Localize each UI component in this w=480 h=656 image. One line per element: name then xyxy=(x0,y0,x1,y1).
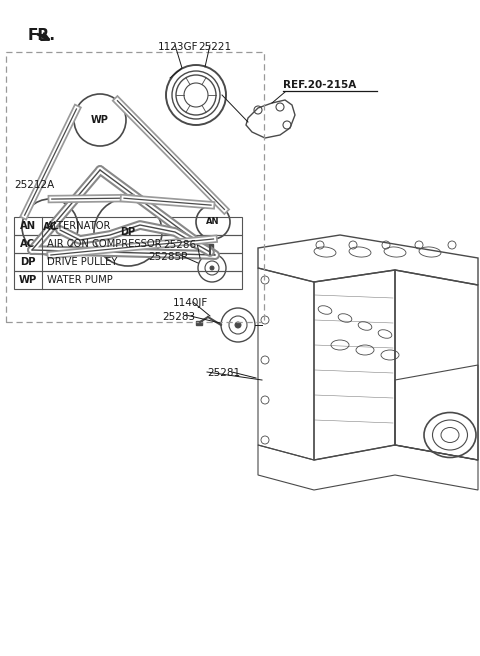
Text: WATER PUMP: WATER PUMP xyxy=(47,275,113,285)
Bar xyxy=(207,244,213,248)
Text: FR.: FR. xyxy=(28,28,56,43)
Text: WP: WP xyxy=(91,115,109,125)
Bar xyxy=(196,321,202,325)
Text: DP: DP xyxy=(20,257,36,267)
Circle shape xyxy=(210,266,214,270)
Bar xyxy=(14,217,242,235)
Text: WP: WP xyxy=(19,275,37,285)
Text: 1123GF: 1123GF xyxy=(158,42,199,52)
Text: 25285P: 25285P xyxy=(148,252,187,262)
Bar xyxy=(6,52,264,322)
Text: 25283: 25283 xyxy=(162,312,195,322)
Text: 25281: 25281 xyxy=(207,368,240,378)
Text: ALTERNATOR: ALTERNATOR xyxy=(47,221,111,231)
Text: 1140JF: 1140JF xyxy=(173,298,208,308)
Text: AIR CON COMPRESSOR: AIR CON COMPRESSOR xyxy=(47,239,161,249)
Text: 25221: 25221 xyxy=(198,42,231,52)
Text: AC: AC xyxy=(43,222,58,232)
Bar xyxy=(14,235,242,253)
Text: AN: AN xyxy=(206,218,220,226)
Circle shape xyxy=(235,322,241,328)
Bar xyxy=(14,271,242,289)
Text: 25212A: 25212A xyxy=(14,180,54,190)
Bar xyxy=(14,253,242,271)
Text: DP: DP xyxy=(120,227,135,237)
Text: AC: AC xyxy=(21,239,36,249)
Text: AN: AN xyxy=(20,221,36,231)
Text: 25286: 25286 xyxy=(163,240,196,250)
Text: REF.20-215A: REF.20-215A xyxy=(283,80,356,90)
Text: DRIVE PULLEY: DRIVE PULLEY xyxy=(47,257,118,267)
